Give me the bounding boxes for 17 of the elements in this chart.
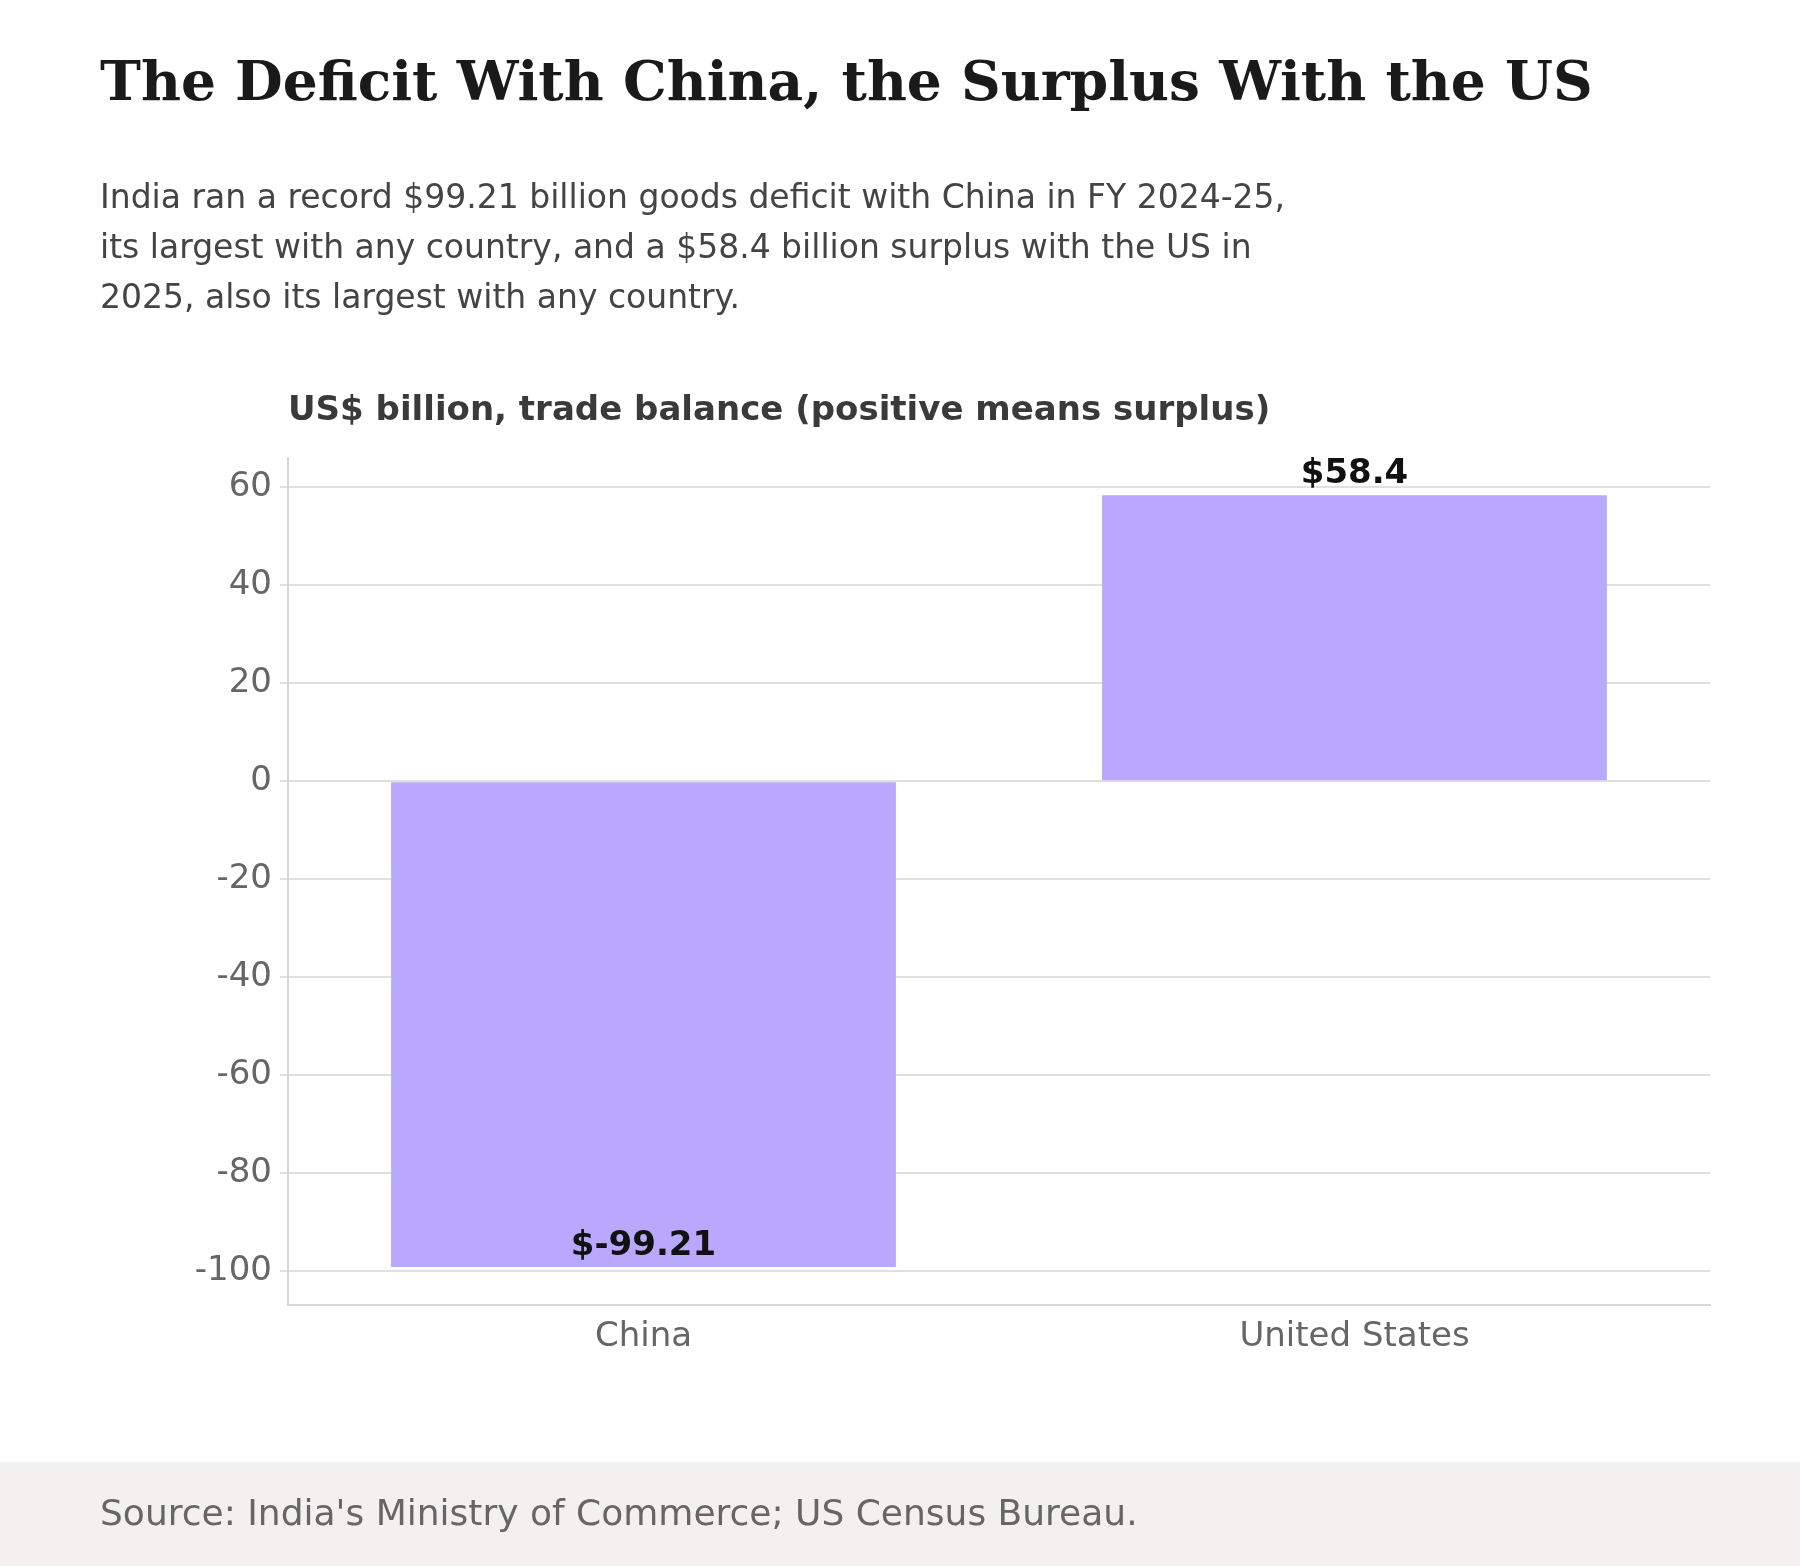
y-tick-label: 60 (228, 464, 272, 505)
x-tick-label: China (594, 1314, 693, 1355)
data-label: $-99.21 (570, 1222, 717, 1263)
y-tick-label: 40 (228, 562, 272, 603)
chart-subtitle: India ran a record $99.21 billion goods deficit with China in FY 2024-25, its largest with any country, and a $58.4 billion surplus with the US in 2025, also its largest with any country. (100, 176, 1287, 318)
source-note: Source: India's Ministry of Commerce; US Census Bureau. (100, 1492, 1138, 1533)
y-tick-label: -80 (216, 1149, 272, 1190)
y-tick-label: 0 (250, 758, 272, 799)
data-label: $58.4 (1300, 451, 1409, 492)
y-tick-label: -100 (194, 1247, 272, 1288)
y-axis-title: US$ billion, trade balance (positive means surplus) (288, 388, 1271, 428)
x-tick-label: United States (1239, 1314, 1470, 1355)
y-tick-label: -60 (216, 1051, 272, 1092)
y-tick-label: 20 (228, 660, 272, 701)
chart-title: The Deficit With China, the Surplus With the US (100, 48, 1593, 113)
y-tick-label: -20 (216, 855, 272, 896)
y-tick-label: -40 (216, 953, 272, 994)
